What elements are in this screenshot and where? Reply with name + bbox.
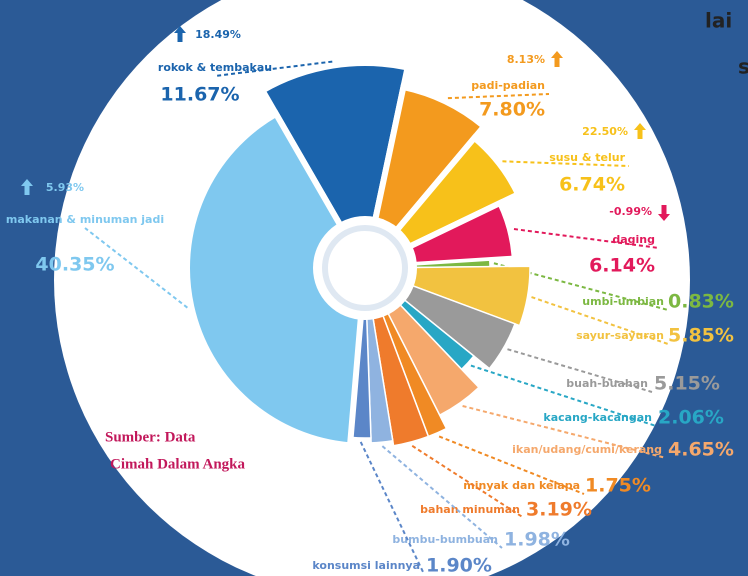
value-label: 6.14%	[589, 255, 655, 277]
infographic: lai s Sumber: Data Cimah Dalam Angka rok…	[0, 0, 748, 576]
value-label: 1.98%	[504, 529, 570, 551]
value-label: 5.85%	[668, 325, 734, 347]
change-label: 5.93%	[46, 181, 84, 194]
value-label: 0.83%	[668, 291, 734, 313]
source: Sumber: Data	[105, 429, 196, 445]
center-hole	[313, 216, 417, 320]
change-label: -0.99%	[609, 205, 652, 218]
value-label: 11.67%	[160, 84, 239, 106]
category-label: umbi-umbian	[582, 295, 664, 308]
value-label: 3.19%	[526, 499, 592, 521]
value-label: 4.65%	[668, 439, 734, 461]
value-label: 2.06%	[658, 407, 724, 429]
change-label: 18.49%	[195, 28, 241, 41]
value-label: 6.74%	[559, 174, 625, 196]
category-label: rokok & tembakau	[158, 61, 272, 74]
category-label: daging	[612, 233, 655, 246]
value-label: 1.75%	[585, 475, 651, 497]
partial-text: lai	[705, 9, 732, 33]
category-label: konsumsi lainnya	[312, 559, 420, 572]
category-label: bahan minuman	[420, 503, 520, 516]
value-label: 40.35%	[35, 254, 114, 276]
value-label: 5.15%	[654, 373, 720, 395]
category-label: minyak dan kelapa	[463, 479, 580, 492]
partial-text: s	[738, 55, 748, 79]
change-label: 8.13%	[507, 53, 545, 66]
source: Cimah Dalam Angka	[110, 456, 246, 472]
category-label: sayur-sayuran	[576, 329, 664, 342]
value-label: 1.90%	[426, 555, 492, 576]
category-label: kacang-kacangan	[543, 411, 652, 424]
category-label: susu & telur	[549, 151, 625, 164]
category-label: buah-buahan	[566, 377, 648, 390]
category-label: ikan/udang/cumi/kerang	[512, 443, 662, 456]
value-label: 7.80%	[479, 99, 545, 121]
category-label: padi-padian	[471, 79, 545, 92]
category-label: makanan & minuman jadi	[6, 213, 164, 226]
change-label: 22.50%	[582, 125, 628, 138]
